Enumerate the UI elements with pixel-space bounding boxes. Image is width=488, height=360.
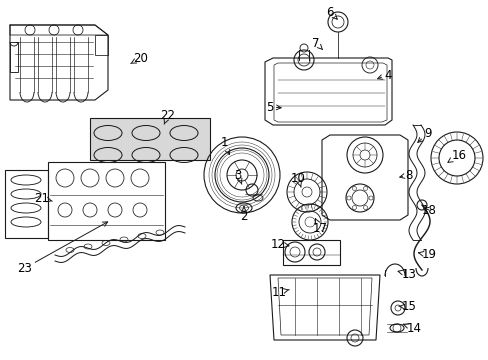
Text: 6: 6 [325, 5, 337, 19]
Text: 2: 2 [240, 207, 247, 222]
Text: 12: 12 [270, 238, 288, 251]
Text: 10: 10 [290, 171, 305, 187]
Text: 20: 20 [130, 51, 148, 64]
Bar [90, 118, 209, 160]
Text: 3: 3 [234, 168, 242, 184]
Text: 17: 17 [312, 219, 327, 234]
Text: 11: 11 [271, 285, 289, 298]
Text: 5: 5 [266, 100, 281, 113]
Text: 9: 9 [417, 126, 431, 143]
Text: 16: 16 [447, 149, 466, 162]
Text: 4: 4 [377, 68, 391, 81]
Text: 18: 18 [421, 203, 436, 216]
Text: 19: 19 [418, 248, 436, 261]
Text: 13: 13 [397, 267, 416, 280]
Text: 7: 7 [312, 36, 322, 50]
Text: 14: 14 [403, 321, 421, 334]
Text: 8: 8 [399, 168, 412, 181]
Text: 21: 21 [35, 192, 52, 204]
Text: 15: 15 [398, 301, 416, 314]
Text: 22: 22 [160, 108, 175, 124]
Text: 1: 1 [220, 135, 229, 154]
Text: 23: 23 [18, 222, 107, 274]
